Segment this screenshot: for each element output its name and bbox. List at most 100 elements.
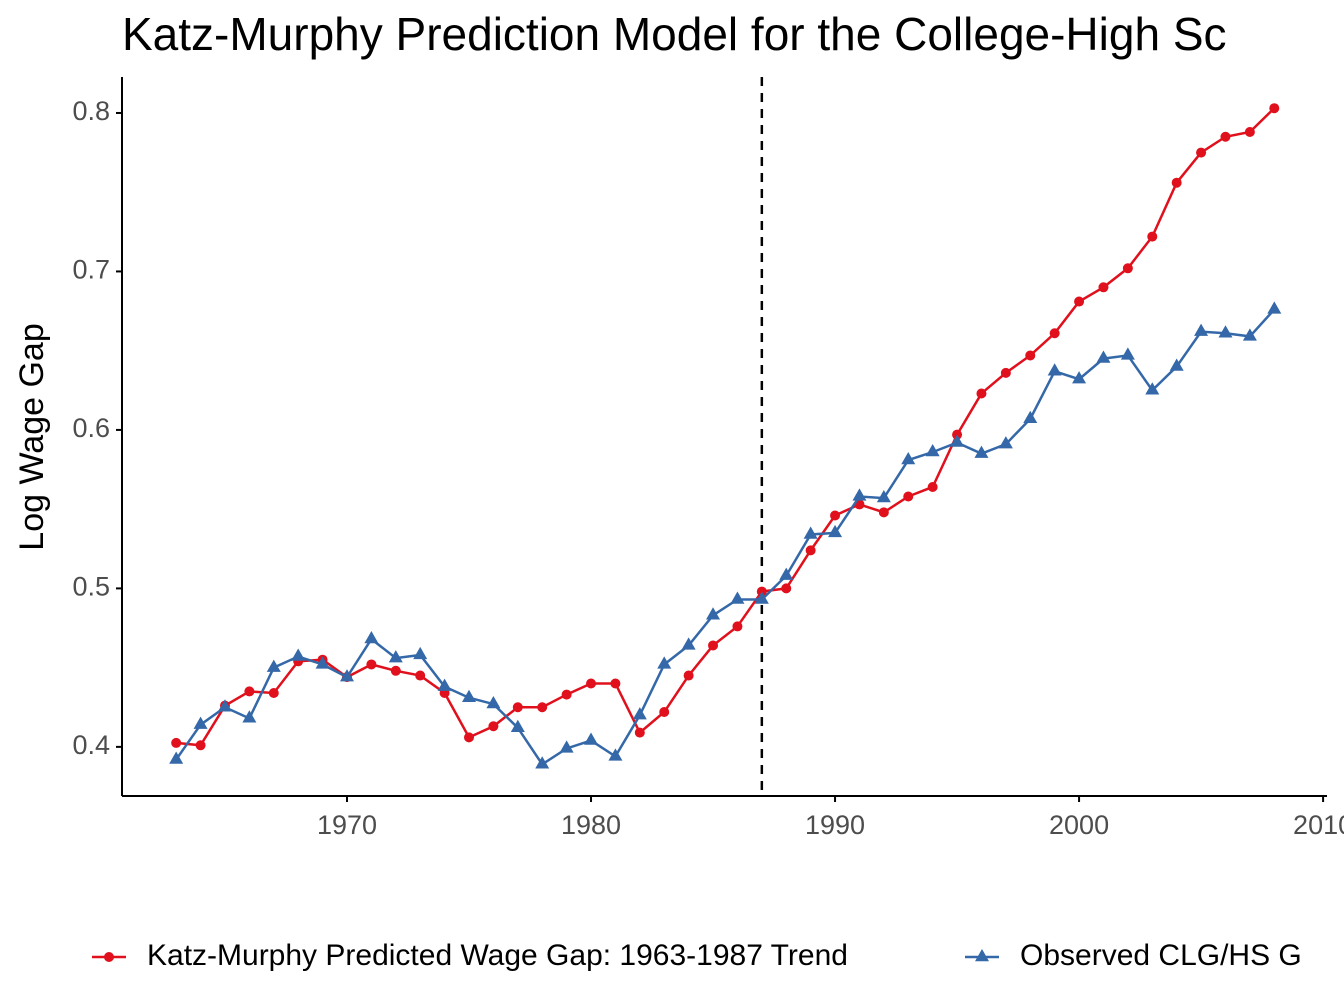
data-point [998,436,1013,449]
data-point [632,707,647,720]
data-point [803,526,818,539]
data-point [586,678,597,689]
data-point [805,545,816,556]
data-point [244,686,255,697]
data-point [559,740,574,753]
data-point [1269,103,1280,114]
data-point [781,583,792,594]
data-point [1267,301,1282,314]
data-point [1196,147,1207,158]
x-tick-label: 2010 [1293,810,1344,840]
data-point [681,637,696,650]
series-line [176,107,1276,747]
data-point [1242,328,1257,341]
data-point [608,748,623,761]
data-point [683,670,694,681]
data-point [830,510,841,521]
data-point [976,388,987,399]
y-tick-label: 0.6 [72,413,110,443]
data-point [462,689,477,702]
data-point [535,756,550,769]
data-point [1049,328,1060,339]
data-point [537,702,548,713]
data-point [1145,382,1160,395]
data-point [510,719,525,733]
data-point [876,490,891,503]
data-point [730,591,745,604]
data-point [1122,263,1133,274]
y-axis-label: Log Wage Gap [13,323,51,550]
data-point [657,656,672,669]
data-point [193,716,208,729]
y-tick-label: 0.7 [72,255,110,285]
data-point [1025,350,1036,361]
data-point [415,670,426,681]
data-point [1147,231,1158,242]
data-point [634,727,645,738]
data-point [1244,126,1255,137]
data-point [1074,296,1085,307]
data-point [852,488,867,501]
data-point [584,732,599,745]
data-point [291,648,306,661]
data-point [339,669,354,682]
data-point [1220,131,1231,142]
data-point [610,678,621,689]
data-point [1000,367,1011,378]
legend-label: Katz-Murphy Predicted Wage Gap: 1963-198… [147,939,848,972]
y-tick-label: 0.5 [72,572,110,602]
y-tick-label: 0.8 [72,96,110,126]
x-tick-label: 1990 [805,810,865,840]
data-point [437,678,452,691]
x-tick-label: 1980 [561,810,621,840]
data-point [364,631,379,644]
series-line [175,308,1276,767]
legend-marker [975,948,989,962]
data-point [706,607,721,620]
data-point [1072,371,1087,384]
data-point [927,481,938,492]
data-point [1023,410,1038,424]
data-point [486,696,501,709]
data-point [169,751,184,764]
data-point [315,656,330,669]
data-point [1096,350,1111,363]
data-point [1098,282,1109,293]
data-point [708,640,719,651]
data-point [195,740,206,751]
data-point [388,650,403,663]
x-tick-label: 1970 [317,810,377,840]
legend-marker [104,952,114,962]
data-point [1171,177,1182,188]
data-point [366,659,377,670]
data-point [1120,347,1135,360]
data-point [950,434,965,447]
data-point [732,621,743,632]
data-point [754,591,769,604]
data-point [1169,358,1184,371]
data-point [561,689,572,700]
data-point [974,445,989,458]
data-point [925,444,940,457]
y-tick-label: 0.4 [72,730,110,760]
data-point [901,451,916,465]
data-point [1218,325,1233,338]
data-point [413,646,428,660]
data-point [1047,363,1062,376]
data-point [878,507,889,518]
data-point [903,491,914,502]
data-point [512,702,523,713]
data-point [268,687,279,698]
legend-label: Observed CLG/HS G [1020,939,1302,972]
data-point [242,710,257,723]
data-point [828,524,843,538]
data-point [266,659,281,672]
data-point [171,737,182,748]
x-tick-label: 2000 [1049,810,1109,840]
data-point [1194,323,1209,336]
data-point [488,721,499,732]
data-point [390,665,401,676]
data-point [217,699,232,712]
data-point [659,707,670,718]
